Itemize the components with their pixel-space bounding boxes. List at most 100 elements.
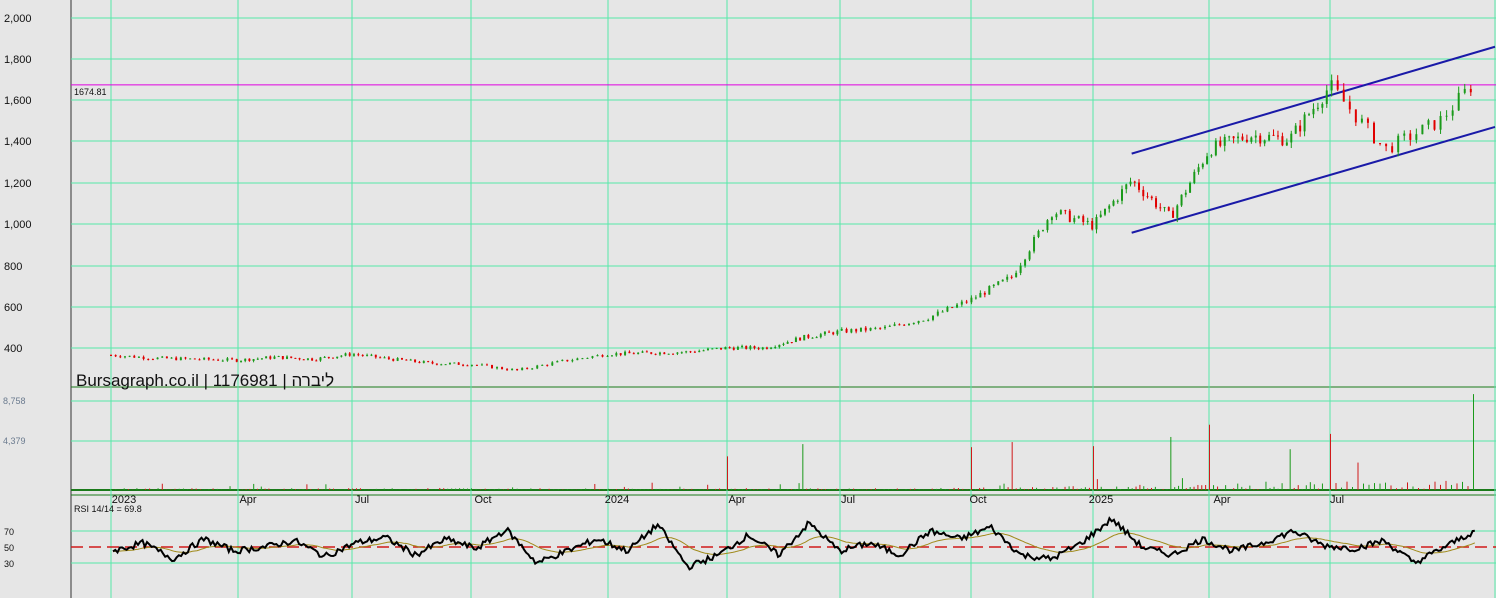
candle-body [400, 358, 403, 360]
volume-bar [1056, 487, 1058, 490]
candle-body [1268, 134, 1271, 141]
volume-bar [178, 488, 180, 490]
volume-bar [1293, 487, 1295, 490]
candle-body [431, 361, 434, 364]
candle-body [1138, 182, 1141, 190]
volume-bar [1379, 483, 1381, 490]
volume-bar [647, 489, 649, 490]
volume-bars [111, 394, 1474, 490]
candle-body [672, 353, 675, 355]
candle-body [1155, 198, 1158, 208]
volume-bar [679, 486, 681, 490]
candle-body [794, 337, 797, 343]
volume-bar [1225, 485, 1227, 490]
candle-body [226, 358, 229, 361]
candle-body [997, 281, 1000, 285]
volume-bar [1368, 484, 1370, 490]
candle-body [1146, 196, 1149, 198]
candle-body [366, 354, 369, 356]
candle-body [137, 356, 140, 358]
volume-bar [553, 489, 555, 490]
candle-body [1184, 192, 1187, 195]
candle-body [879, 327, 882, 329]
volume-bar [1131, 488, 1133, 490]
candle-body [440, 364, 443, 366]
candle-body [418, 361, 421, 363]
volume-bar [603, 489, 605, 490]
volume-bar [691, 488, 693, 490]
candle-body [1197, 167, 1200, 172]
volume-bar [1233, 488, 1235, 490]
volume-bar [1462, 481, 1463, 490]
candle-body [778, 344, 781, 348]
volume-bar [467, 488, 469, 490]
candle-body [1068, 210, 1071, 222]
candle-body [571, 360, 574, 362]
candle-body [566, 359, 569, 362]
candle-body [745, 345, 748, 349]
candle-body [133, 355, 136, 358]
candle-body [357, 354, 360, 356]
candle-body [786, 342, 789, 344]
volume-bar [427, 488, 429, 490]
candle-body [1163, 207, 1166, 209]
candle-body [1201, 163, 1204, 168]
candle-body [516, 368, 519, 371]
volume-bar [848, 488, 850, 490]
volume-bar [999, 485, 1001, 490]
volume-bar [127, 489, 129, 490]
volume-bar [1412, 486, 1414, 490]
candle-body [1103, 208, 1106, 215]
candle-body [1099, 214, 1102, 218]
volume-bar [516, 488, 518, 490]
candle-body [711, 348, 714, 350]
volume-bar [918, 489, 920, 490]
volume-bar [493, 489, 495, 490]
candle-body [736, 347, 739, 350]
volume-bar [1277, 488, 1279, 490]
volume-bar [1068, 486, 1070, 490]
candle-body [506, 369, 509, 371]
volume-bar [268, 488, 270, 490]
y-tick-label: 1,200 [4, 178, 32, 190]
y-tick-label: 2,000 [4, 13, 32, 25]
candle-body [907, 323, 910, 326]
candle-body [1041, 230, 1044, 232]
x-tick-label: Apr [239, 494, 256, 506]
volume-bar [892, 489, 894, 490]
volume-bar [111, 488, 112, 490]
candle-body [632, 353, 635, 355]
y-tick-label: 800 [4, 261, 22, 273]
volume-bar [1473, 394, 1474, 490]
volume-bar [1127, 486, 1129, 490]
candle-body [217, 359, 220, 361]
volume-bar [1241, 486, 1243, 490]
volume-bar [1265, 481, 1267, 490]
candle-body [1010, 276, 1013, 278]
candle-body [1366, 118, 1369, 123]
volume-bar [1445, 480, 1447, 490]
candle-body [1206, 156, 1209, 164]
volume-bar [874, 488, 876, 490]
candle-body [774, 347, 777, 349]
volume-bar [1257, 489, 1259, 490]
candle-body [956, 304, 959, 308]
volume-bar [1032, 487, 1033, 490]
volume-bar [1249, 485, 1251, 490]
candle-body [720, 347, 723, 350]
candle-body [650, 352, 653, 354]
candle-body [290, 356, 293, 358]
candle-body [819, 334, 822, 338]
volume-bar [1273, 486, 1275, 490]
volume-bar [627, 488, 629, 490]
volume-bar [608, 488, 609, 490]
volume-bar [953, 487, 955, 490]
candle-body [619, 353, 622, 355]
volume-bar [1178, 485, 1180, 490]
volume-bar [115, 489, 117, 490]
volume-bar [1120, 488, 1122, 490]
volume-bar [295, 489, 296, 490]
candle-body [311, 358, 314, 361]
y-tick-label: 600 [4, 302, 22, 314]
